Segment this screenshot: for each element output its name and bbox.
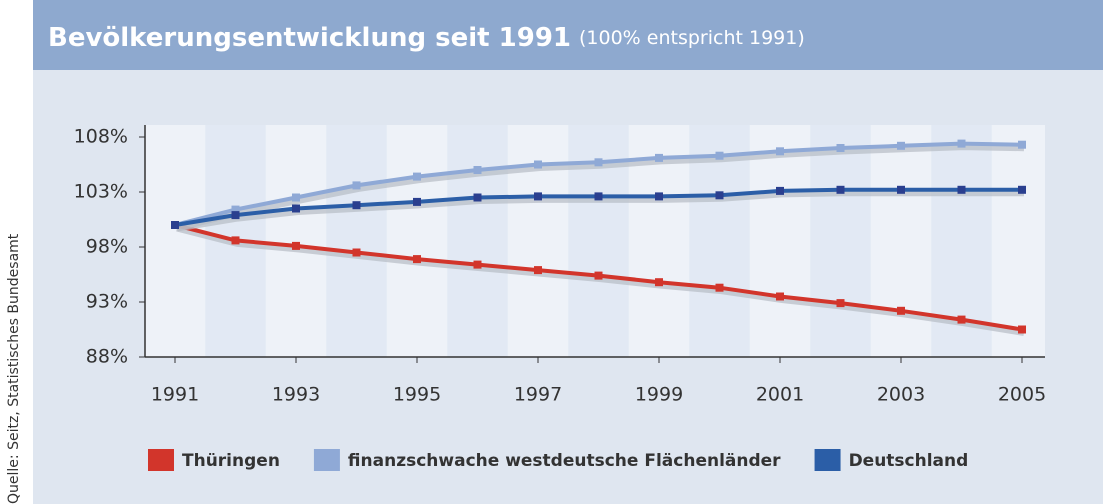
- point: [897, 141, 905, 150]
- point: [897, 185, 905, 194]
- legend-label: Deutschland: [849, 451, 969, 471]
- y-tick-label: 88%: [86, 346, 128, 368]
- point: [1018, 140, 1026, 149]
- point: [413, 172, 421, 181]
- point: [534, 192, 542, 201]
- point: [957, 315, 966, 324]
- stripe: [810, 125, 871, 357]
- point: [473, 260, 482, 269]
- legend-swatch: [148, 449, 174, 471]
- x-tick-label: 1997: [514, 384, 562, 406]
- point: [957, 185, 966, 194]
- point: [715, 191, 724, 200]
- point: [171, 221, 179, 229]
- x-tick-label: 2003: [877, 384, 925, 406]
- point: [776, 186, 784, 195]
- stripe: [326, 125, 387, 357]
- point: [231, 236, 240, 245]
- point: [594, 271, 603, 280]
- x-tick-label: 2005: [998, 384, 1046, 406]
- y-tick-label: 103%: [74, 181, 128, 203]
- point: [957, 139, 966, 148]
- point: [715, 283, 724, 292]
- point: [655, 278, 663, 287]
- x-tick-label: 1993: [272, 384, 320, 406]
- chart-title: Bevölkerungsentwicklung seit 1991 (100% e…: [48, 23, 805, 53]
- legend-label: finanzschwache westdeutsche Flächenlände…: [348, 451, 781, 471]
- subtitle: (100% entspricht 1991): [579, 27, 805, 49]
- point: [776, 147, 784, 156]
- point: [534, 266, 542, 275]
- point: [655, 153, 663, 162]
- point: [352, 181, 361, 190]
- point: [836, 299, 845, 308]
- point: [1018, 185, 1026, 194]
- point: [1018, 325, 1026, 334]
- legend-label: Thüringen: [182, 451, 280, 471]
- point: [473, 166, 482, 174]
- point: [473, 193, 482, 202]
- point: [655, 192, 663, 201]
- legend-swatch: [313, 449, 340, 471]
- point: [292, 241, 300, 250]
- point: [534, 160, 542, 169]
- x-tick-label: 2001: [756, 384, 804, 406]
- title: Bevölkerungsentwicklung seit 1991: [48, 23, 571, 53]
- point: [292, 204, 300, 213]
- x-tick-label: 1995: [393, 384, 441, 406]
- header-band: [33, 0, 1103, 70]
- point: [594, 158, 603, 167]
- y-tick-label: 108%: [74, 126, 128, 148]
- point: [413, 197, 421, 206]
- stripe: [447, 125, 508, 357]
- point: [352, 201, 361, 210]
- point: [413, 255, 421, 264]
- point: [292, 193, 300, 202]
- point: [897, 306, 905, 315]
- point: [231, 211, 240, 220]
- point: [352, 248, 361, 257]
- point: [594, 192, 603, 201]
- point: [715, 151, 724, 160]
- x-tick-label: 1999: [635, 384, 683, 406]
- legend-swatch: [814, 449, 841, 471]
- y-tick-label: 98%: [86, 236, 128, 258]
- x-tick-label: 1991: [151, 384, 199, 406]
- point: [776, 292, 784, 301]
- stripe: [689, 125, 750, 357]
- y-tick-label: 93%: [86, 291, 128, 313]
- point: [836, 185, 845, 194]
- source: Quelle: Seitz, Statistisches Bundesamt: [6, 233, 22, 504]
- point: [836, 144, 845, 152]
- point: [231, 205, 240, 214]
